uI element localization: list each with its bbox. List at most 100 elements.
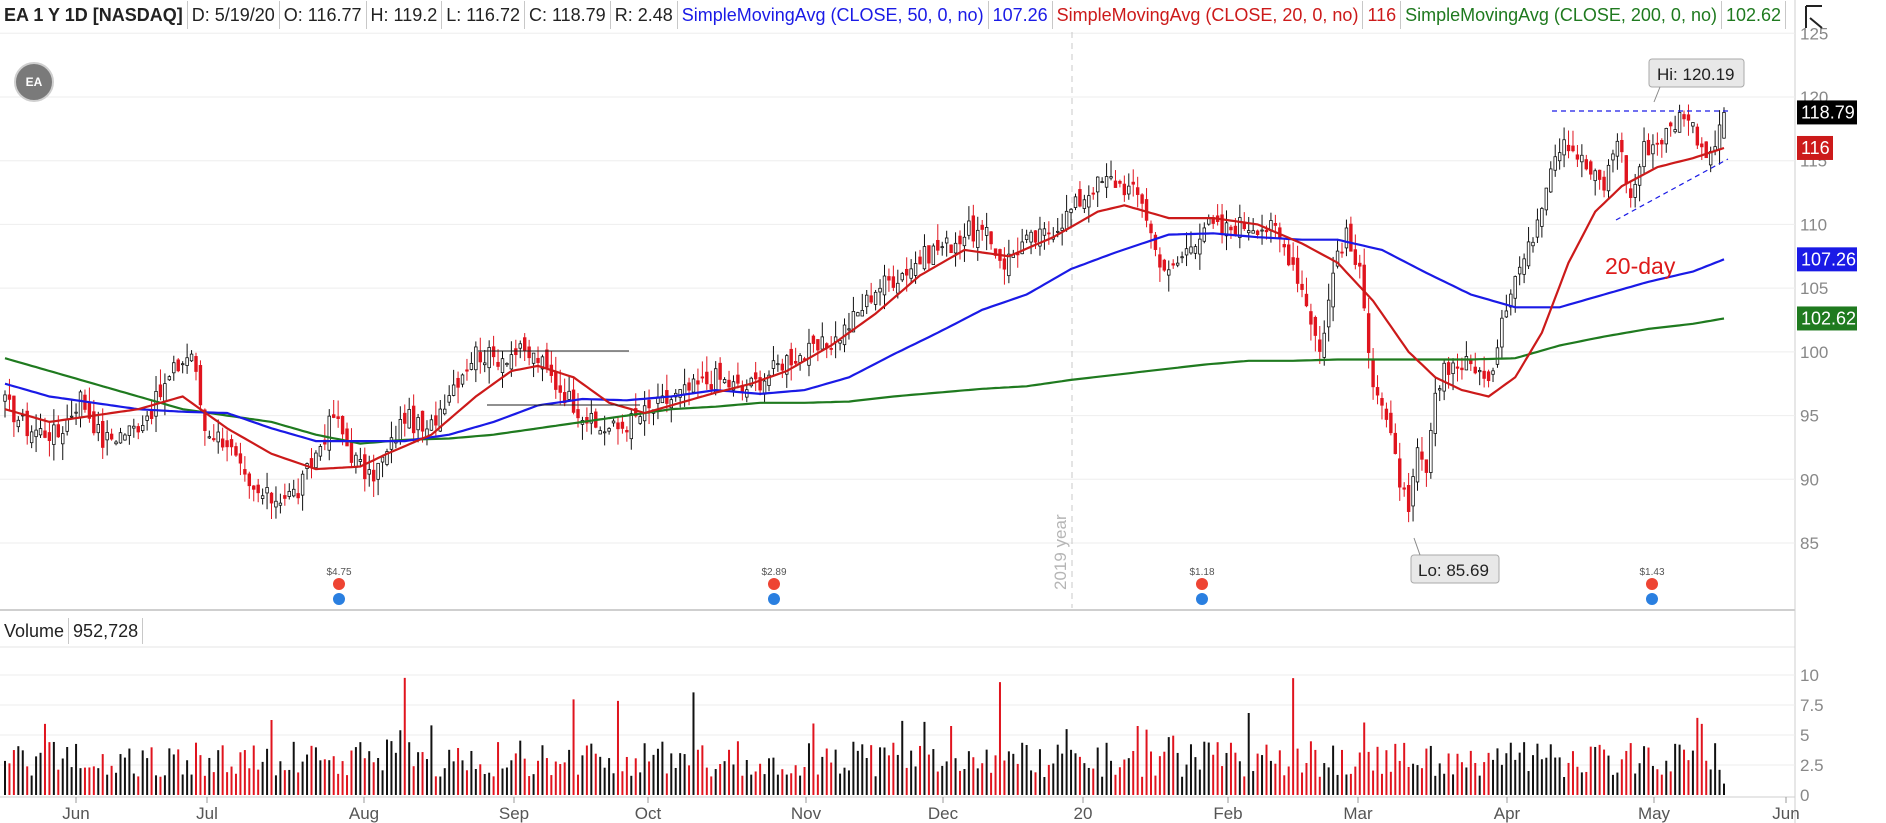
candle-body bbox=[140, 425, 145, 432]
candle-body bbox=[1251, 230, 1255, 234]
candle-body bbox=[65, 419, 69, 432]
candle-body bbox=[545, 349, 549, 368]
symbol-label[interactable]: EA 1 Y 1D [NASDAQ] bbox=[0, 1, 188, 29]
candle-body bbox=[1429, 430, 1433, 473]
candle-body bbox=[1140, 194, 1144, 204]
candle-body bbox=[207, 436, 212, 439]
candle-body bbox=[114, 441, 118, 445]
sma20-study-label[interactable]: SimpleMovingAvg (CLOSE, 20, 0, no) bbox=[1053, 1, 1364, 29]
ea-logo-icon: EA bbox=[14, 62, 54, 102]
volume-label[interactable]: Volume bbox=[0, 618, 70, 644]
candle-body bbox=[438, 408, 443, 432]
earnings-icon bbox=[1196, 593, 1208, 605]
candle-body bbox=[971, 215, 976, 242]
price-tick-label: 85 bbox=[1800, 534, 1819, 553]
candle-body bbox=[1060, 227, 1064, 231]
candle-body bbox=[1273, 222, 1278, 226]
sma200-study-label[interactable]: SimpleMovingAvg (CLOSE, 200, 0, no) bbox=[1401, 1, 1722, 29]
candle-body bbox=[336, 416, 340, 419]
candle-body bbox=[434, 415, 438, 426]
price-badge bbox=[1797, 100, 1857, 125]
candle-body bbox=[411, 405, 416, 434]
month-label: May bbox=[1638, 804, 1671, 823]
candle-body bbox=[1433, 392, 1437, 434]
candle-body bbox=[1358, 262, 1362, 267]
range-readout: R: 2.48 bbox=[611, 1, 678, 29]
candle-body bbox=[1002, 258, 1007, 270]
candle-body bbox=[247, 473, 252, 487]
rising-trendline bbox=[1615, 158, 1729, 221]
candle-body bbox=[980, 224, 984, 230]
month-label: Oct bbox=[635, 804, 662, 823]
candle-body bbox=[1406, 485, 1411, 512]
hi-callout-box bbox=[1648, 58, 1745, 88]
candle-body bbox=[483, 362, 487, 366]
candle-body bbox=[1677, 112, 1682, 133]
price-tick-label: 105 bbox=[1800, 279, 1828, 298]
sma50-study-label[interactable]: SimpleMovingAvg (CLOSE, 50, 0, no) bbox=[678, 1, 989, 29]
candle-body bbox=[1722, 112, 1726, 139]
sma200-value: 102.62 bbox=[1722, 1, 1787, 29]
candle-body bbox=[1113, 180, 1118, 188]
dividend-amount: $2.89 bbox=[761, 567, 786, 578]
candle-body bbox=[602, 431, 607, 434]
lo-callout-label: Lo: 85.69 bbox=[1418, 561, 1489, 580]
candle-body bbox=[1384, 408, 1389, 420]
candle-body bbox=[1073, 196, 1078, 208]
candle-body bbox=[1180, 256, 1184, 259]
candle-body bbox=[296, 493, 300, 499]
candle-body bbox=[96, 424, 100, 434]
candle-body bbox=[7, 394, 12, 400]
candle-body bbox=[1606, 164, 1611, 192]
candle-body bbox=[882, 275, 887, 296]
candle-body bbox=[176, 359, 180, 372]
month-label: Aug bbox=[349, 804, 379, 823]
candle-body bbox=[1611, 153, 1615, 161]
candle-body bbox=[52, 424, 56, 445]
candle-body bbox=[1100, 181, 1104, 184]
candle-body bbox=[1007, 253, 1011, 277]
candle-body bbox=[260, 495, 265, 499]
candle-body bbox=[1344, 227, 1349, 249]
candle-body bbox=[709, 384, 713, 390]
candle-body bbox=[1056, 230, 1060, 233]
candle-body bbox=[718, 362, 722, 380]
hi-callout-pointer bbox=[1653, 86, 1661, 103]
candle-body bbox=[1642, 141, 1646, 168]
candle-body bbox=[309, 458, 314, 468]
candle-body bbox=[509, 354, 514, 370]
candle-body bbox=[1064, 210, 1069, 230]
price-badge-label: 116 bbox=[1801, 138, 1830, 158]
candle-body bbox=[1047, 232, 1051, 235]
candle-body bbox=[869, 295, 873, 303]
candle-body bbox=[611, 420, 616, 424]
candle-body bbox=[1544, 187, 1549, 211]
candle-body bbox=[376, 462, 380, 480]
candle-body bbox=[61, 433, 65, 445]
candle-body bbox=[598, 430, 602, 435]
candle-body bbox=[918, 256, 922, 265]
candle-body bbox=[1580, 154, 1584, 163]
candle-body bbox=[696, 380, 700, 385]
volume-value: 952,728 bbox=[69, 618, 144, 644]
candle-body bbox=[856, 312, 860, 317]
volume-tick-label: 2.5 bbox=[1800, 756, 1824, 775]
candle-body bbox=[1460, 367, 1464, 371]
candle-body bbox=[962, 236, 967, 247]
candle-body bbox=[1371, 358, 1375, 388]
candle-body bbox=[567, 390, 571, 400]
open-readout: O: 116.77 bbox=[280, 1, 367, 29]
candle-body bbox=[212, 438, 216, 441]
candle-body bbox=[1673, 129, 1677, 133]
candle-body bbox=[785, 355, 789, 375]
candle-body bbox=[807, 342, 811, 366]
candle-body bbox=[687, 382, 691, 391]
price-tick-label: 100 bbox=[1800, 343, 1828, 362]
candle-body bbox=[1286, 244, 1291, 266]
candle-body bbox=[389, 437, 394, 450]
candle-body bbox=[1153, 234, 1158, 250]
drawing-tool-icon[interactable] bbox=[1802, 4, 1826, 30]
candle-body bbox=[220, 438, 225, 448]
candle-body bbox=[762, 380, 767, 395]
